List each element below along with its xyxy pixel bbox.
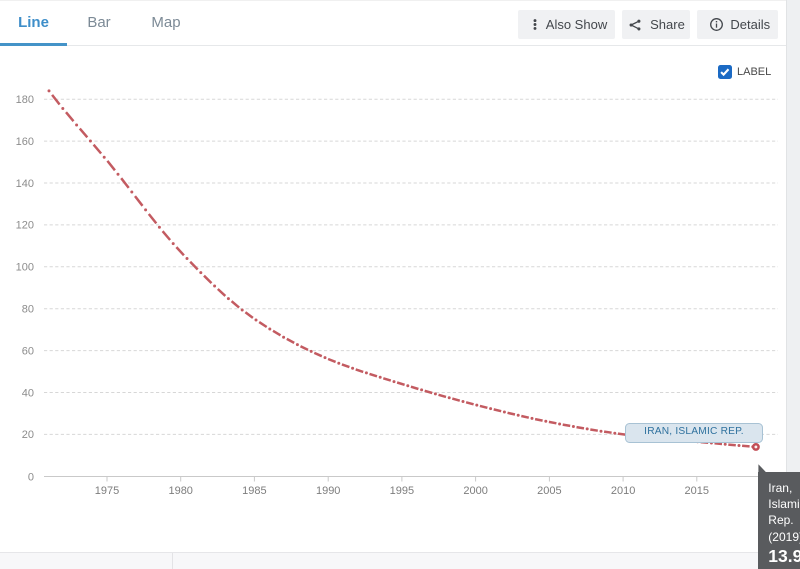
- svg-text:1990: 1990: [316, 485, 340, 497]
- svg-text:100: 100: [16, 262, 34, 274]
- svg-text:160: 160: [16, 136, 34, 148]
- svg-text:1985: 1985: [242, 485, 266, 497]
- svg-text:2010: 2010: [611, 485, 635, 497]
- svg-text:20: 20: [22, 429, 34, 441]
- svg-text:1995: 1995: [390, 485, 414, 497]
- svg-text:40: 40: [22, 387, 34, 399]
- svg-text:180: 180: [16, 94, 34, 106]
- svg-text:2005: 2005: [537, 485, 561, 497]
- svg-text:0: 0: [28, 471, 34, 483]
- svg-text:1975: 1975: [95, 485, 119, 497]
- svg-text:1980: 1980: [168, 485, 192, 497]
- svg-text:2015: 2015: [685, 485, 709, 497]
- svg-text:60: 60: [22, 345, 34, 357]
- svg-text:80: 80: [22, 304, 34, 316]
- svg-text:120: 120: [16, 220, 34, 232]
- svg-text:140: 140: [16, 178, 34, 190]
- svg-text:2000: 2000: [463, 485, 487, 497]
